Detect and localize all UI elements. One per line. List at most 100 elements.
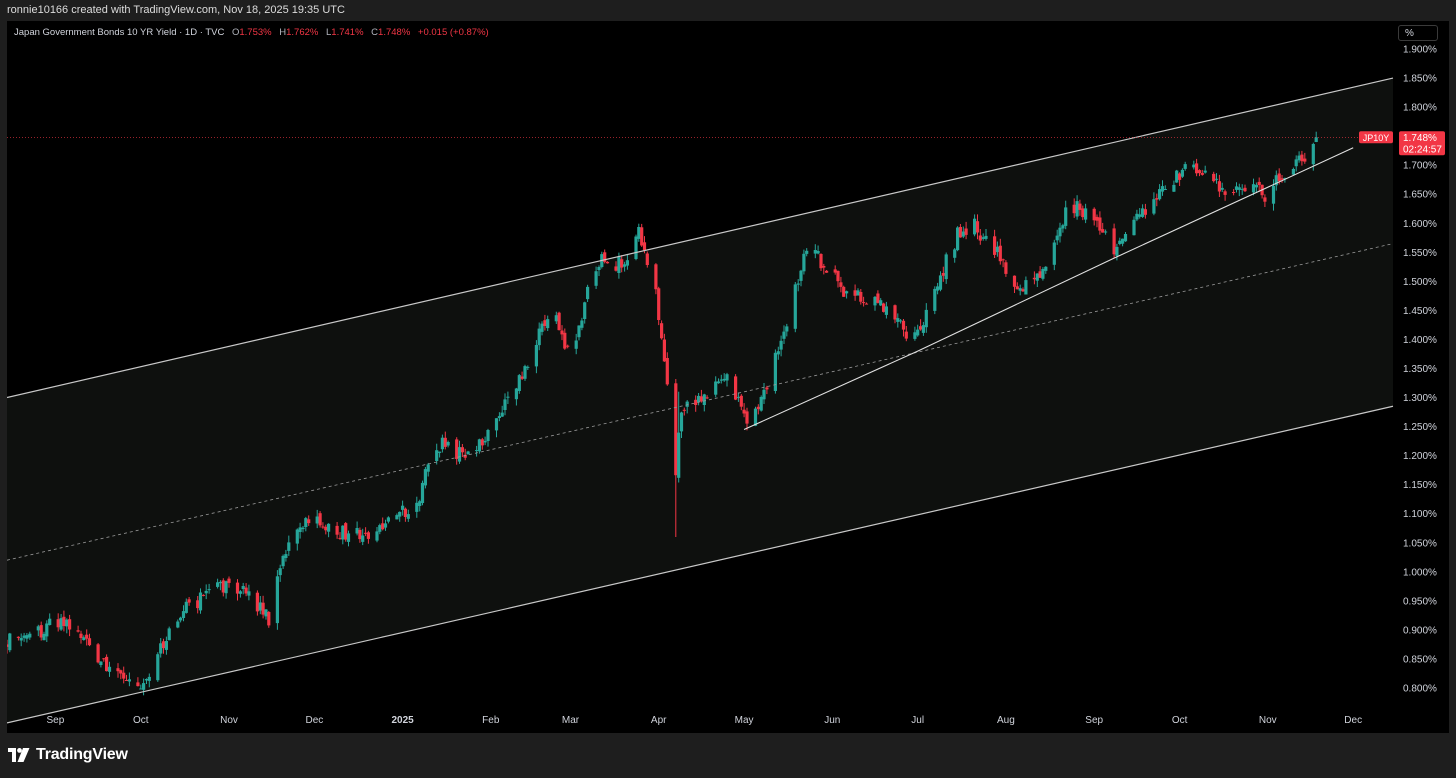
candle-body [702,394,706,405]
chart-panel[interactable]: 1.900%1.850%1.800%1.750%1.700%1.650%1.60… [7,21,1449,733]
candle-body [1135,213,1139,220]
candle-body [819,254,823,269]
candle-body [625,260,629,266]
candle-body [366,532,370,539]
candle-body [1212,173,1216,182]
candle [107,661,112,677]
candle-body [446,442,450,446]
candle-body [119,670,123,674]
y-tick-label: 0.850% [1403,655,1437,666]
candle [1257,177,1261,192]
candle [964,221,968,240]
candle [953,248,957,263]
candle [1195,158,1199,177]
candle-body [799,270,803,281]
candle-body [973,218,977,235]
candle-body [665,358,669,385]
y-tick-label: 1.350% [1403,364,1437,375]
candle-body [563,332,567,349]
candle [745,407,749,431]
candle-body [28,633,32,638]
candle [913,326,917,341]
candle-body [1311,144,1315,165]
candle-body [1237,187,1241,190]
candle-body [463,454,467,458]
candle-body [1032,277,1036,280]
candle-body [358,529,362,540]
candle [526,365,530,370]
candle [921,321,925,336]
candle [19,633,23,647]
high-label: H [279,27,287,38]
candle [514,387,518,406]
candle-body [1297,155,1301,161]
candle-body [1055,235,1059,241]
y-tick-label: 1.300% [1403,393,1437,404]
candle [1155,193,1159,207]
candle [1121,238,1125,247]
candle-body [517,375,521,391]
candle [782,325,786,344]
credit-text: ronnie10166 created with TradingView.com… [7,4,345,16]
candle [486,428,490,447]
candle-body [486,430,490,441]
candle [1084,203,1088,224]
candle [1214,173,1219,184]
candle [435,443,439,465]
candle [500,405,504,417]
candle-body [497,416,501,418]
candle-body [657,288,661,320]
candle-body [1251,184,1256,193]
candle [896,313,900,328]
candle [39,621,43,641]
candle-body [241,586,245,589]
candle [341,525,345,545]
candle-body [398,511,402,517]
candle [235,579,240,601]
candle-body [267,612,271,626]
candle-body [605,261,610,264]
candle-body [346,533,351,542]
candle [383,519,388,531]
candle [725,372,729,387]
candle-body [420,482,425,503]
candle-body [455,439,459,459]
symbol-tag-label: JP10Y [1363,133,1390,143]
x-tick-label: Feb [482,715,500,726]
candle [1274,170,1278,191]
candle-body [48,618,52,625]
candle [298,522,302,539]
price-tag-countdown: 02:24:57 [1403,144,1442,155]
candle-body [620,259,624,268]
candle [483,436,487,446]
candle [660,320,664,340]
candle [381,517,385,531]
x-tick-label: May [735,715,754,726]
candle-body [307,519,311,524]
candle [364,527,368,537]
candle [1220,182,1224,192]
candle [1143,203,1147,219]
candle [1123,232,1128,242]
candle [805,248,809,257]
candle-body [993,236,997,255]
candle [301,526,305,533]
candlestick-chart[interactable]: 1.900%1.850%1.800%1.750%1.700%1.650%1.60… [7,21,1449,733]
candle [386,516,390,524]
unit-toggle-button[interactable]: % [1398,25,1438,41]
candle-body [281,555,285,567]
candle [196,596,200,614]
candle [218,580,222,591]
candle-body [805,250,809,254]
candle-body [964,228,968,235]
candle [1055,229,1059,245]
candle [1243,184,1247,192]
footer-brand: TradingView [8,744,128,766]
candle [156,652,160,682]
candle-body [318,513,322,526]
candle-body [301,527,305,530]
candle [119,669,123,680]
candle [620,255,624,273]
candle-body [324,526,328,531]
candle [958,224,962,238]
